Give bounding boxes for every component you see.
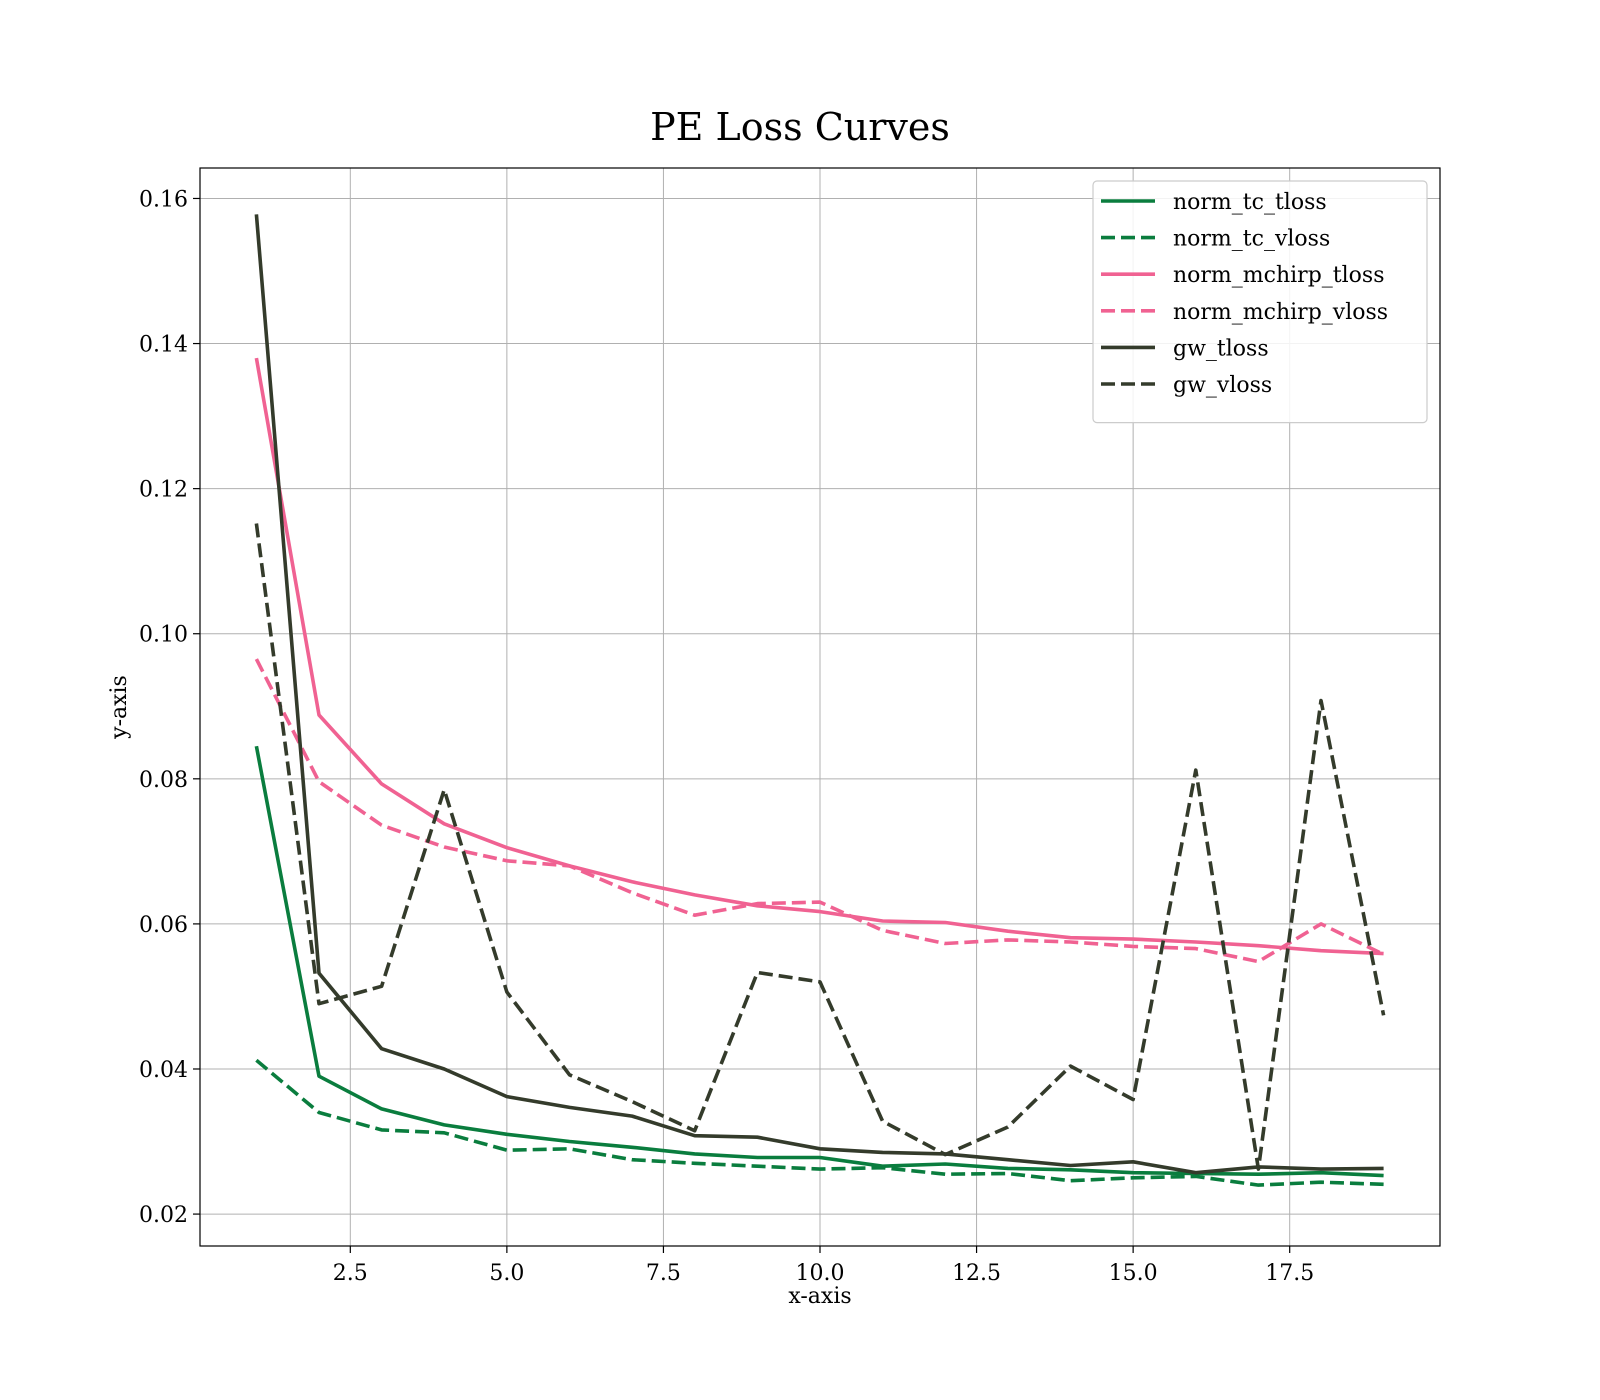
y-tick-label: 0.02	[139, 1203, 188, 1228]
series-line-norm-mchirp-tloss	[254, 357, 1384, 956]
y-tick-label: 0.08	[139, 768, 188, 793]
series-line-gw-vloss	[254, 523, 1386, 1171]
y-tick-label: 0.04	[139, 1058, 188, 1083]
legend: norm_tc_tloss norm_tc_vloss norm_mchirp_tl…	[1092, 180, 1428, 424]
series-line-norm-tc-vloss	[255, 1058, 1384, 1187]
chart-title: PE Loss Curves	[650, 105, 950, 149]
series-line-gw-tloss	[254, 214, 1384, 1175]
y-tick-label: 0.16	[139, 187, 188, 212]
legend-label: norm_mchirp_tloss	[1173, 263, 1384, 288]
series-layer	[254, 214, 1386, 1187]
y-tick-label: 0.12	[139, 478, 188, 503]
x-tick-label: 7.5	[646, 1261, 681, 1286]
y-axis-label: y-axis	[107, 675, 132, 740]
legend-box	[1092, 180, 1428, 424]
x-tick-label: 2.5	[333, 1261, 368, 1286]
x-tick-label: 12.5	[952, 1261, 1001, 1286]
y-tick-label: 0.06	[139, 913, 188, 938]
y-tick-label: 0.14	[139, 333, 188, 358]
legend-label: norm_mchirp_vloss	[1173, 300, 1388, 325]
ticks: 2.5 5.0 7.5 10.0 12.5 15.0 17.5 0.02 0.04 0.06 0.0…	[139, 187, 1314, 1286]
legend-label: gw_vloss	[1173, 373, 1272, 398]
x-tick-label: 17.5	[1265, 1261, 1314, 1286]
x-axis-label: x-axis	[788, 1284, 851, 1309]
x-tick-label: 5.0	[489, 1261, 524, 1286]
x-tick-label: 10.0	[796, 1261, 845, 1286]
series-line-norm-mchirp-vloss	[254, 658, 1385, 964]
legend-label: norm_tc_vloss	[1173, 227, 1330, 252]
legend-label: gw_tloss	[1173, 336, 1269, 361]
y-tick-label: 0.10	[139, 623, 188, 648]
x-tick-label: 15.0	[1109, 1261, 1158, 1286]
legend-label: norm_tc_tloss	[1173, 190, 1327, 215]
